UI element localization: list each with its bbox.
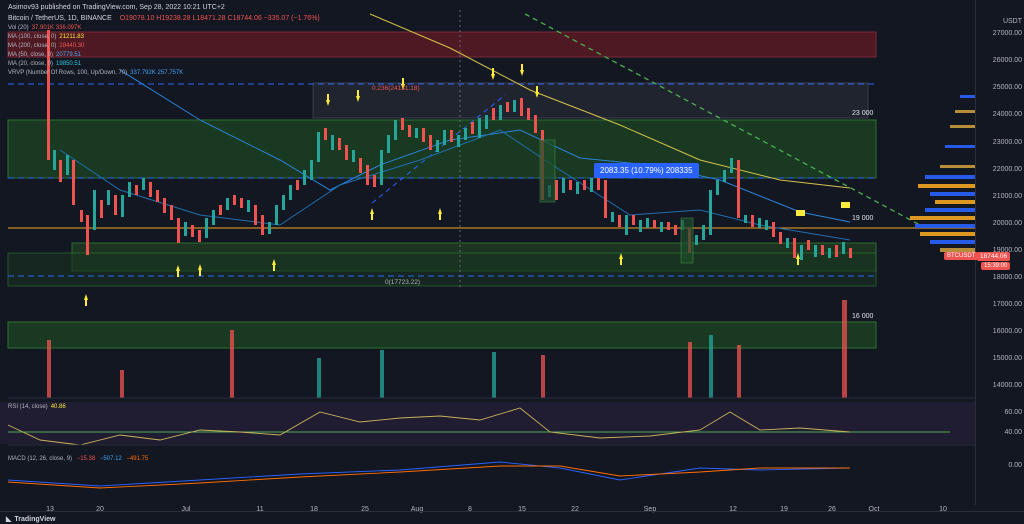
candles	[47, 30, 852, 260]
price-label: 21000.00	[992, 193, 1022, 200]
measure-tooltip: 2083.35 (10.79%) 208335	[594, 163, 699, 178]
time-label: Jul	[181, 506, 191, 513]
zone-16000	[7, 321, 877, 349]
rsi-level-label: 40.00	[1004, 429, 1022, 436]
price-label: 22000.00	[992, 166, 1022, 173]
price-label: 15000.00	[992, 355, 1022, 362]
zone-label-16000: 16 000	[852, 313, 874, 320]
price-label: 18000.00	[992, 274, 1022, 281]
price-label: 26000.00	[992, 57, 1022, 64]
time-label: 13	[46, 506, 54, 513]
price-label: 14000.00	[992, 382, 1022, 389]
ma50-line	[119, 69, 851, 223]
signal-line	[7, 465, 850, 489]
price-label: 17000.00	[992, 301, 1022, 308]
volume-profile	[910, 95, 975, 252]
zone-label-19000: 19 000	[852, 215, 874, 222]
indicator-ma200[interactable]: MA (200, close, 0) 28440.30	[8, 43, 85, 49]
indicator-ma100[interactable]: MA (100, close, 0) 21211.83	[8, 34, 84, 40]
indicator-ma50[interactable]: MA (50, close, 0) 20779.51	[8, 52, 82, 58]
macd-line	[7, 461, 851, 487]
time-label: 22	[571, 506, 579, 513]
price-label: 20000.00	[992, 220, 1022, 227]
time-label: 15	[518, 506, 526, 513]
tradingview-logo[interactable]: ◣ TradingView	[6, 516, 56, 523]
countdown-tag: 15:39:00	[981, 262, 1011, 270]
price-label: 19000.00	[992, 247, 1022, 254]
time-label: Sep	[643, 506, 657, 513]
ohlc-values: O19078.10 H19238.28 L18471.28 C18744.06 …	[119, 15, 320, 22]
time-label: 8	[468, 506, 472, 513]
macd-legend[interactable]: MACD (12, 26, close, 9) −15.38 −507.12 −…	[8, 456, 149, 462]
price-label: 25000.00	[992, 84, 1022, 91]
zone-label-23000: 23 000	[852, 110, 874, 117]
symbol-price-tag: BTCUSDT	[944, 252, 979, 260]
time-label: 19	[780, 506, 788, 513]
author-line: Asimov93 published on TradingView.com, S…	[8, 4, 225, 11]
indicator-ma20[interactable]: MA (20, close, 0) 19850.51	[8, 61, 82, 67]
volume-bars	[47, 300, 847, 398]
time-label: 26	[828, 506, 836, 513]
symbol-name[interactable]: Bitcoin / TetherUS, 1D, BINANCE	[8, 15, 112, 22]
price-chart-canvas[interactable]	[0, 0, 976, 505]
zone-lower	[7, 252, 877, 287]
current-price-tag: 18744.06	[977, 252, 1011, 261]
fib-box	[312, 82, 869, 119]
time-label: Oct	[868, 506, 880, 513]
time-label: 18	[310, 506, 318, 513]
indicator-vrvp[interactable]: VRVP (Number Of Rows, 100, Up/Down, 70) 3…	[8, 70, 184, 76]
rsi-line	[7, 407, 851, 446]
price-label: 23000.00	[992, 139, 1022, 146]
time-label: 20	[96, 506, 104, 513]
descending-trendline	[524, 13, 921, 226]
fib-bottom-label: 0(17723.22)	[385, 279, 421, 286]
marker-arrows	[84, 64, 800, 306]
time-label: 10	[939, 506, 947, 513]
time-label: 11	[256, 506, 264, 513]
rsi-legend[interactable]: RSI (14, close) 40.86	[8, 404, 66, 410]
zone-23000	[7, 119, 877, 179]
price-label: 16000.00	[992, 328, 1022, 335]
time-label: 25	[361, 506, 369, 513]
fib-top-label: 0.236(24131.18)	[372, 85, 420, 92]
indicator-vol[interactable]: Vol (20) 37.901K 336.097K	[8, 25, 82, 31]
ma100-line	[369, 13, 851, 189]
time-label: Aug	[410, 506, 424, 513]
tradingview-icon: ◣	[6, 516, 12, 523]
rsi-pane	[0, 402, 976, 444]
price-axis-currency: USDT	[1002, 18, 1022, 25]
price-label: 27000.00	[992, 30, 1022, 37]
time-label: 12	[729, 506, 737, 513]
footer-bar: ◣ TradingView	[0, 511, 1024, 524]
rsi-level-label: 60.00	[1004, 409, 1022, 416]
macd-level-label: 0.00	[1008, 462, 1022, 469]
symbol-line: Bitcoin / TetherUS, 1D, BINANCE O19078.1…	[8, 15, 320, 22]
price-label: 24000.00	[992, 111, 1022, 118]
